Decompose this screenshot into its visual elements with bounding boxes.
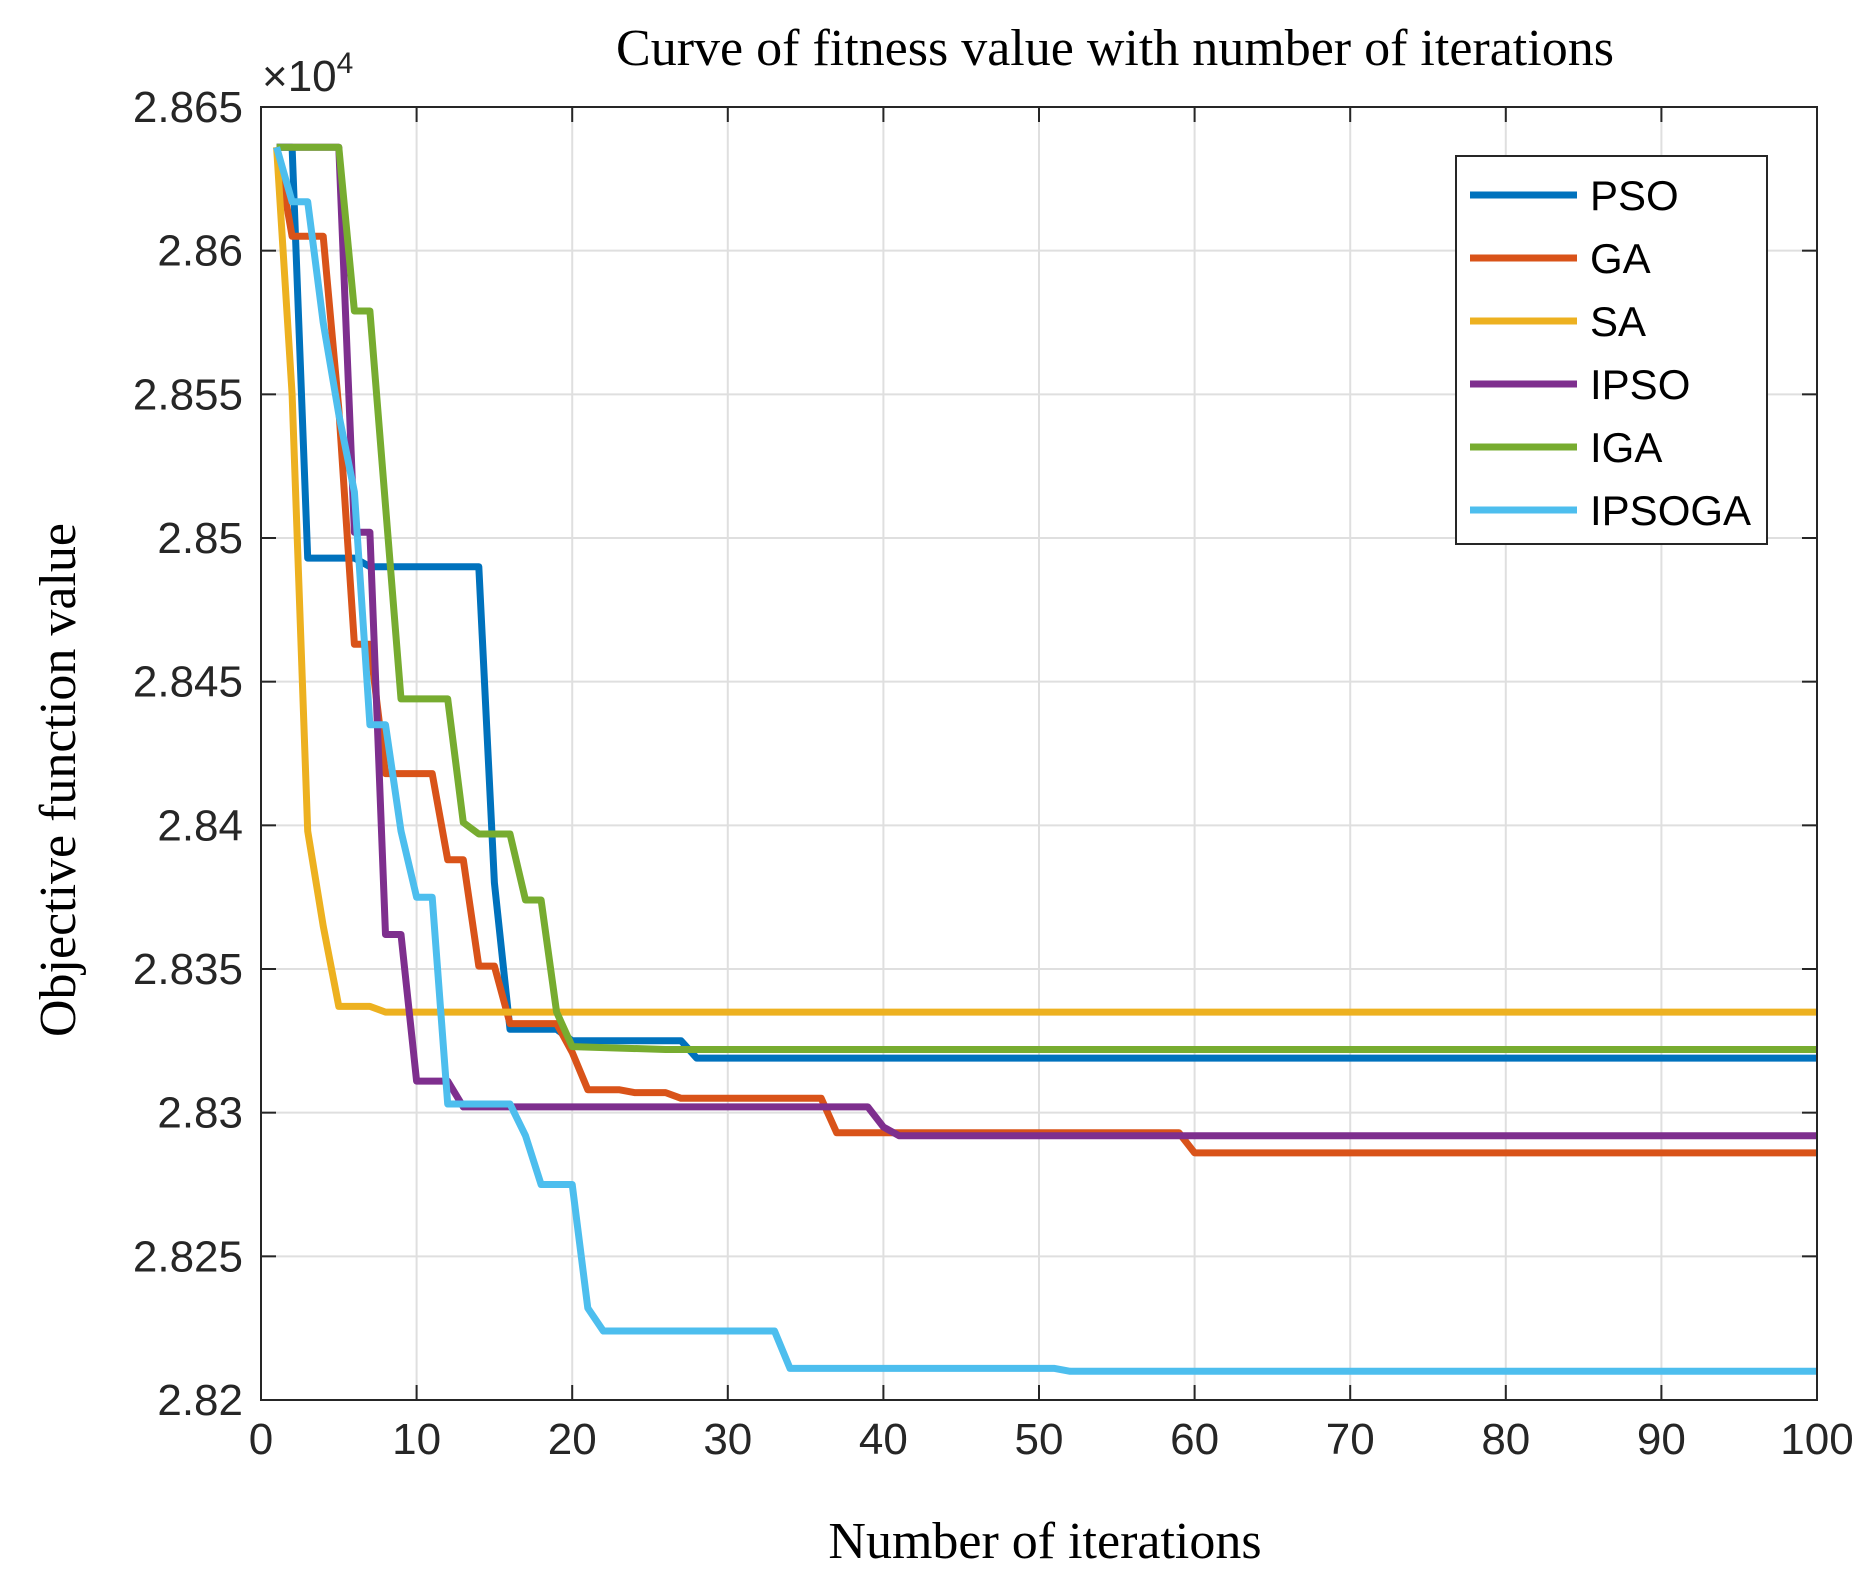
x-tick-label: 50 <box>1015 1415 1064 1464</box>
y-tick-label: 2.855 <box>133 370 243 419</box>
legend-label-iga: IGA <box>1590 424 1662 471</box>
legend-label-pso: PSO <box>1590 172 1679 219</box>
legend-label-ga: GA <box>1590 235 1651 282</box>
y-tick-label: 2.83 <box>157 1089 243 1138</box>
chart-title: Curve of fitness value with number of it… <box>616 20 1614 77</box>
y-tick-label: 2.865 <box>133 83 243 132</box>
y-tick-label: 2.84 <box>157 801 243 850</box>
x-tick-label: 100 <box>1780 1415 1853 1464</box>
y-exponent-base: ×10 <box>262 52 337 101</box>
x-tick-labels: 0 10 20 30 40 50 60 70 80 90 100 <box>249 1415 1854 1464</box>
series-line-sa <box>273 146 1817 1016</box>
axis-ticks <box>260 106 1818 1401</box>
legend-box <box>1455 155 1768 545</box>
y-tick-label: 2.82 <box>157 1376 243 1425</box>
legend-label-sa: SA <box>1590 298 1646 345</box>
x-tick-label: 70 <box>1326 1415 1375 1464</box>
x-tick-label: 10 <box>392 1415 441 1464</box>
x-tick-label: 40 <box>859 1415 908 1464</box>
y-exponent-power: 4 <box>337 47 354 80</box>
legend-entries: PSO GA SA IPSO IGA IPSOGA <box>1470 172 1751 534</box>
y-tick-label: 2.86 <box>157 227 243 276</box>
y-tick-label: 2.825 <box>133 1232 243 1281</box>
x-tick-label: 20 <box>548 1415 597 1464</box>
series-line-ga <box>273 146 1817 1157</box>
data-series <box>273 143 1817 1375</box>
x-axis-label: Number of iterations <box>828 1513 1261 1570</box>
x-tick-label: 30 <box>703 1415 752 1464</box>
legend: PSO GA SA IPSO IGA IPSOGA <box>1455 155 1768 545</box>
legend-label-ipso: IPSO <box>1590 361 1690 408</box>
x-tick-label: 60 <box>1170 1415 1219 1464</box>
y-tick-labels: 2.82 2.825 2.83 2.835 2.84 2.845 2.85 2.855 2.86… <box>133 83 243 1425</box>
series-line-pso <box>276 143 1817 1062</box>
y-exponent-multiplier: ×104 <box>262 47 353 101</box>
y-tick-label: 2.85 <box>157 514 243 563</box>
series-line-iga <box>276 143 1817 1053</box>
y-tick-label: 2.835 <box>133 945 243 994</box>
series-line-ipsoga <box>273 146 1817 1375</box>
y-tick-label: 2.845 <box>133 658 243 707</box>
x-tick-label: 0 <box>249 1415 273 1464</box>
x-tick-label: 80 <box>1481 1415 1530 1464</box>
legend-label-ipsoga: IPSOGA <box>1590 487 1751 534</box>
y-axis-label: Objective function value <box>30 523 87 1037</box>
x-tick-label: 90 <box>1637 1415 1686 1464</box>
